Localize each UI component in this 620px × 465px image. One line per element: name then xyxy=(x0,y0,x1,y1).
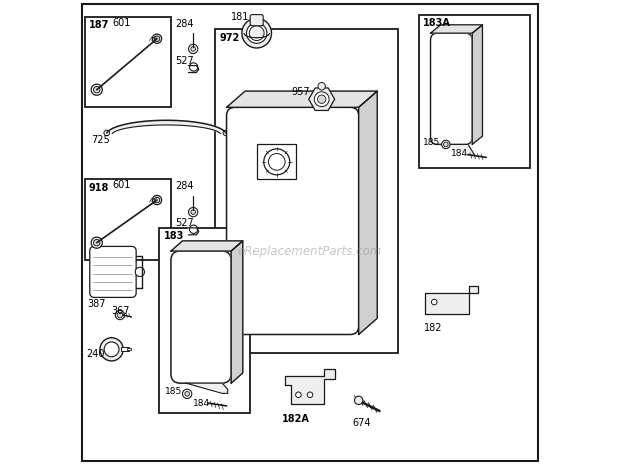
Text: 182: 182 xyxy=(423,323,442,332)
FancyBboxPatch shape xyxy=(171,251,231,383)
Circle shape xyxy=(182,389,192,399)
Text: 674: 674 xyxy=(353,418,371,428)
Bar xyxy=(159,228,250,413)
Bar xyxy=(85,17,171,107)
Text: 284: 284 xyxy=(175,19,194,29)
Circle shape xyxy=(268,153,285,170)
Text: 184: 184 xyxy=(193,399,210,408)
Circle shape xyxy=(100,338,123,361)
Circle shape xyxy=(91,84,102,95)
Text: 284: 284 xyxy=(175,181,194,191)
Circle shape xyxy=(188,207,198,217)
FancyBboxPatch shape xyxy=(430,33,472,145)
Circle shape xyxy=(223,130,229,136)
Circle shape xyxy=(135,267,144,277)
Circle shape xyxy=(247,23,267,43)
Circle shape xyxy=(191,210,195,214)
Circle shape xyxy=(249,26,264,40)
Circle shape xyxy=(94,239,100,246)
Circle shape xyxy=(153,34,162,43)
Text: 957: 957 xyxy=(291,87,310,97)
Circle shape xyxy=(188,44,198,53)
Text: 185: 185 xyxy=(423,138,440,146)
Text: 918: 918 xyxy=(89,183,109,193)
FancyBboxPatch shape xyxy=(250,14,263,26)
Circle shape xyxy=(94,86,100,93)
Circle shape xyxy=(355,396,363,405)
Circle shape xyxy=(443,142,448,147)
Polygon shape xyxy=(472,25,482,145)
Circle shape xyxy=(115,310,125,319)
Text: 182A: 182A xyxy=(282,414,310,424)
Bar xyxy=(127,348,131,350)
Polygon shape xyxy=(186,383,228,393)
Text: 387: 387 xyxy=(87,299,106,309)
Text: 187: 187 xyxy=(89,20,109,30)
Text: eReplacementParts.com: eReplacementParts.com xyxy=(238,245,382,258)
Text: 601: 601 xyxy=(112,18,130,28)
Circle shape xyxy=(441,140,450,149)
Bar xyxy=(257,145,296,179)
Circle shape xyxy=(314,92,329,106)
Bar xyxy=(215,28,398,353)
Circle shape xyxy=(191,46,195,51)
Circle shape xyxy=(432,299,437,305)
Circle shape xyxy=(185,392,190,396)
Text: 240: 240 xyxy=(87,349,105,359)
Polygon shape xyxy=(188,66,199,73)
Polygon shape xyxy=(226,91,377,107)
Text: 185: 185 xyxy=(165,386,182,396)
Circle shape xyxy=(318,82,326,90)
Text: 367: 367 xyxy=(112,306,130,316)
Bar xyxy=(85,179,171,260)
Circle shape xyxy=(242,18,272,48)
Polygon shape xyxy=(437,145,475,156)
Circle shape xyxy=(264,149,290,175)
Text: 527: 527 xyxy=(175,218,194,228)
Circle shape xyxy=(317,95,326,103)
Text: 725: 725 xyxy=(91,135,110,145)
Circle shape xyxy=(117,312,123,318)
Polygon shape xyxy=(231,241,243,383)
Text: 183A: 183A xyxy=(423,18,451,28)
Polygon shape xyxy=(188,228,199,235)
Circle shape xyxy=(153,195,162,205)
Text: 181: 181 xyxy=(231,12,250,22)
Circle shape xyxy=(154,36,160,41)
Circle shape xyxy=(91,237,102,248)
Circle shape xyxy=(154,197,160,203)
Text: 183: 183 xyxy=(164,231,184,241)
Bar xyxy=(419,14,530,167)
Circle shape xyxy=(308,392,312,398)
Text: 184: 184 xyxy=(451,149,467,158)
Circle shape xyxy=(104,130,110,136)
Polygon shape xyxy=(359,91,377,334)
Text: 601: 601 xyxy=(112,180,130,190)
Polygon shape xyxy=(425,286,478,313)
Circle shape xyxy=(104,342,119,357)
FancyBboxPatch shape xyxy=(90,246,136,298)
Polygon shape xyxy=(285,369,335,404)
FancyBboxPatch shape xyxy=(226,107,359,334)
Polygon shape xyxy=(430,25,482,33)
Circle shape xyxy=(190,225,198,233)
Polygon shape xyxy=(107,120,226,133)
Text: 527: 527 xyxy=(175,56,194,66)
Polygon shape xyxy=(171,241,243,251)
Text: 972: 972 xyxy=(219,33,240,43)
Bar xyxy=(122,347,129,351)
Circle shape xyxy=(190,63,198,71)
Circle shape xyxy=(296,392,301,398)
